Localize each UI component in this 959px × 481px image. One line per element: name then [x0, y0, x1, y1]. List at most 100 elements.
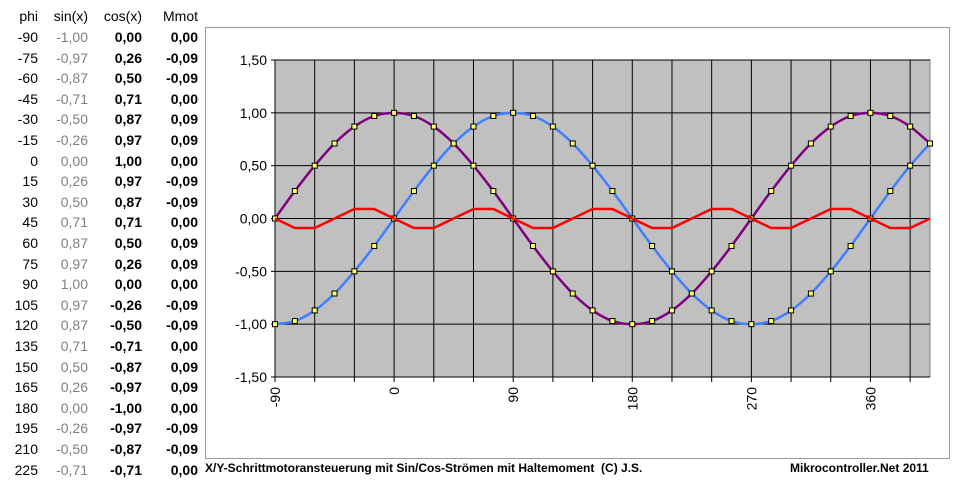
table-cell: 45 — [22, 214, 38, 231]
data-point-marker — [272, 321, 278, 328]
data-point-marker — [668, 307, 675, 314]
table-cell: -0,09 — [166, 317, 198, 334]
data-point-marker — [569, 290, 576, 297]
table-cell: 0,26 — [60, 173, 88, 190]
data-point-marker — [589, 162, 596, 169]
table-cell: 0,97 — [114, 173, 142, 190]
table-header-row: phi sin(x) cos(x) Mmot — [0, 6, 205, 26]
table-cell: 0,00 — [170, 214, 198, 231]
data-point-marker — [827, 268, 834, 275]
table-row: -15 -0,26 0,97 0,09 — [0, 130, 205, 150]
data-point-marker — [549, 123, 556, 130]
table-cell: 0 — [30, 152, 38, 169]
table-cell: 15 — [22, 173, 38, 190]
table-cell: 0,50 — [114, 70, 142, 87]
data-point-marker — [788, 162, 795, 169]
table-cell: 0,00 — [170, 338, 198, 354]
table-cell: -0,87 — [110, 441, 142, 457]
data-point-marker — [589, 307, 596, 314]
table-row: -45 -0,71 0,71 0,00 — [0, 89, 205, 109]
data-point-marker — [847, 242, 854, 249]
table-cell: 225 — [14, 461, 38, 478]
data-point-marker — [768, 317, 775, 324]
table-cell: 0,00 — [170, 29, 198, 45]
table-cell: -0,09 — [166, 420, 198, 437]
data-point-marker — [351, 123, 358, 130]
table-cell: 90 — [22, 276, 38, 293]
data-point-marker — [708, 307, 715, 314]
table-cell: -0,09 — [166, 70, 198, 87]
table-row: 45 0,71 0,71 0,00 — [0, 212, 205, 232]
table-cell: -1,00 — [110, 399, 142, 416]
table-cell: -0,09 — [166, 173, 198, 190]
table-cell: 0,50 — [60, 358, 88, 375]
y-tick-label: 0,50 — [240, 158, 267, 174]
table-cell: -15 — [17, 132, 38, 148]
chart-area: 1,50 1,00 0,50 0,00 -0,50 -1,00 -1,50 -90 0 90 180… — [205, 27, 950, 459]
data-point-marker — [788, 307, 795, 314]
data-point-marker — [887, 188, 894, 195]
table-cell: 0,00 — [170, 152, 198, 169]
table-cell: 30 — [22, 193, 38, 210]
table-cell: 105 — [14, 296, 38, 313]
table-cell: 0,87 — [114, 193, 142, 210]
data-point-marker — [649, 242, 656, 249]
data-point-marker — [609, 188, 616, 195]
table-cell: -0,09 — [166, 441, 198, 457]
data-point-marker — [371, 242, 378, 249]
x-tick-label: 90 — [505, 387, 521, 403]
table-row: 30 0,50 0,87 -0,09 — [0, 192, 205, 212]
table-cell: -0,87 — [110, 358, 142, 375]
table-cell: -0,87 — [56, 70, 88, 87]
x-tick-label: 360 — [862, 387, 878, 411]
table-cell: -0,71 — [56, 461, 88, 478]
table-cell: 0,50 — [60, 193, 88, 210]
y-tick-label: 1,00 — [240, 105, 267, 121]
table-row: 150 0,50 -0,87 0,09 — [0, 357, 205, 377]
table-row: 75 0,97 0,26 0,09 — [0, 254, 205, 274]
table-cell: -45 — [17, 90, 38, 107]
series-line — [273, 111, 931, 326]
table-cell: 0,09 — [170, 358, 198, 375]
x-tick-label: 270 — [743, 387, 759, 411]
table-header-cell: Mmot — [163, 8, 198, 24]
table-cell: -0,26 — [110, 296, 142, 313]
table-cell: -0,09 — [166, 49, 198, 66]
table-cell: 0,71 — [60, 338, 88, 354]
table-cell: 165 — [14, 379, 38, 396]
series-line — [274, 207, 931, 230]
x-tick-label: -90 — [267, 387, 283, 407]
table-cell: 0,00 — [114, 276, 142, 293]
table-cell: 0,09 — [170, 379, 198, 396]
data-point-marker — [331, 140, 338, 147]
data-point-marker — [867, 109, 874, 116]
data-point-marker — [331, 290, 338, 297]
table-cell: -0,71 — [110, 338, 142, 354]
data-point-marker — [549, 268, 556, 275]
data-point-marker — [450, 140, 457, 147]
table-row: 90 1,00 0,00 0,00 — [0, 274, 205, 294]
data-point-marker — [351, 268, 358, 275]
table-cell: 60 — [22, 235, 38, 251]
table-cell: 0,00 — [60, 399, 88, 416]
table-row: 195 -0,26 -0,97 -0,09 — [0, 418, 205, 438]
y-tick-label: -1,50 — [235, 369, 267, 385]
table-cell: 0,00 — [170, 399, 198, 416]
table-cell: -0,26 — [56, 132, 88, 148]
data-point-marker — [410, 188, 417, 195]
table-cell: 0,87 — [60, 317, 88, 334]
table-cell: 0,00 — [170, 276, 198, 293]
table-cell: 1,00 — [114, 152, 142, 169]
table-cell: 0,87 — [60, 235, 88, 251]
table-cell: 0,71 — [60, 214, 88, 231]
table-row: 210 -0,50 -0,87 -0,09 — [0, 439, 205, 459]
table-cell: -0,97 — [56, 49, 88, 66]
data-point-marker — [530, 242, 537, 249]
table-cell: 0,09 — [170, 111, 198, 128]
table-cell: -60 — [17, 70, 38, 87]
y-tick-label: 1,50 — [240, 52, 267, 68]
table-cell: -0,50 — [56, 441, 88, 457]
table-cell: 0,26 — [114, 255, 142, 272]
footer-caption: X/Y-Schrittmotoransteuerung mit Sin/Cos-… — [205, 461, 643, 475]
table-row: -30 -0,50 0,87 0,09 — [0, 109, 205, 129]
